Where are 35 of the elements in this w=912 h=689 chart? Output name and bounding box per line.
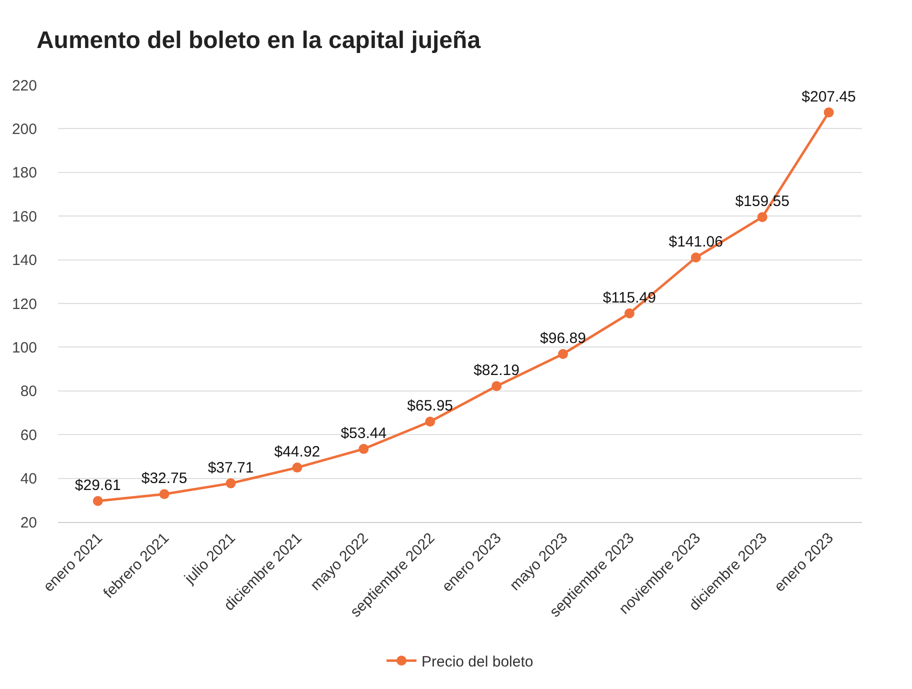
point — [824, 107, 834, 118]
data-label: $65.95 — [407, 398, 454, 415]
point — [757, 212, 768, 222]
chart-title: Aumento del boleto en la capital jujeña — [36, 26, 482, 54]
y-tick-label: 20 — [20, 514, 37, 532]
data-label: $32.75 — [141, 470, 188, 488]
data-label: $53.44 — [340, 424, 387, 442]
data-label: $96.89 — [540, 330, 586, 347]
y-tick-label: 60 — [20, 426, 37, 444]
legend-label: Precio del boleto — [422, 653, 534, 670]
y-tick-label: 80 — [20, 383, 37, 400]
y-tick-label: 180 — [12, 164, 37, 182]
point — [425, 416, 436, 427]
point — [292, 462, 302, 473]
point — [690, 252, 701, 262]
y-tick-label: 40 — [20, 470, 37, 488]
point — [624, 308, 634, 318]
data-label: $37.71 — [208, 459, 254, 476]
y-tick-label: 220 — [12, 77, 37, 94]
point — [226, 478, 236, 488]
data-label: $82.19 — [474, 362, 520, 380]
y-tick-label: 160 — [12, 208, 37, 226]
data-label: $207.45 — [802, 88, 856, 106]
y-tick-label: 140 — [12, 252, 37, 270]
point — [558, 349, 568, 359]
y-tick-label: 200 — [12, 120, 37, 138]
point — [492, 381, 502, 392]
data-label: $141.06 — [668, 233, 723, 250]
y-tick-label: 120 — [12, 296, 37, 313]
point — [358, 444, 369, 454]
point — [159, 489, 170, 500]
data-label: $29.61 — [74, 477, 121, 494]
data-label: $44.92 — [274, 444, 320, 461]
y-tick-label: 100 — [12, 339, 37, 356]
point — [92, 496, 103, 506]
